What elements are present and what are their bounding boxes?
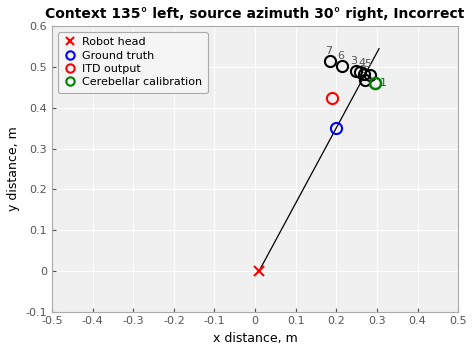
Text: 2: 2	[359, 65, 366, 75]
Legend: Robot head, Ground truth, ITD output, Cerebellar calibration: Robot head, Ground truth, ITD output, Ce…	[57, 32, 208, 93]
Title: Context 135° left, source azimuth 30° right, Incorrect: Context 135° left, source azimuth 30° ri…	[46, 7, 465, 21]
Text: 1: 1	[380, 77, 387, 88]
Text: 5: 5	[364, 59, 371, 69]
Text: 4: 4	[358, 58, 365, 68]
Y-axis label: y distance, m: y distance, m	[7, 127, 20, 211]
Text: 6: 6	[337, 51, 344, 61]
Text: 3: 3	[350, 56, 357, 66]
X-axis label: x distance, m: x distance, m	[213, 332, 298, 345]
Text: 7: 7	[325, 46, 332, 56]
